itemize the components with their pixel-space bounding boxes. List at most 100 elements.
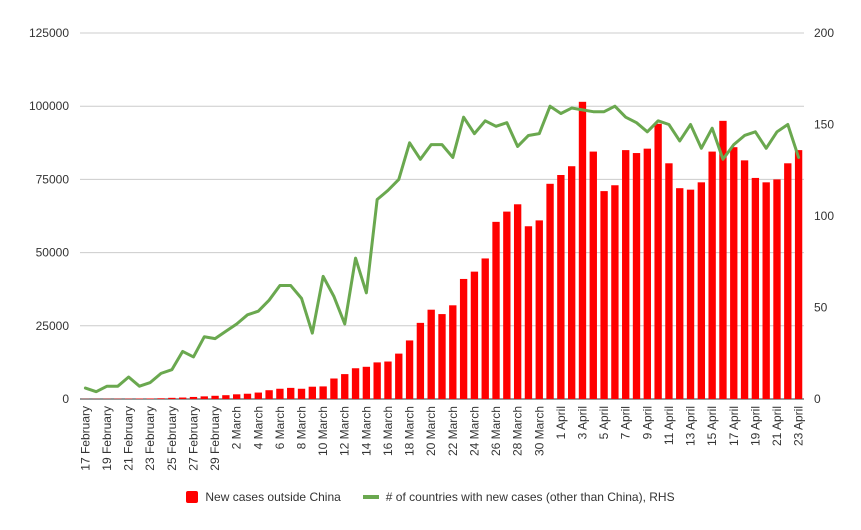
x-tick-label: 28 March bbox=[511, 406, 525, 456]
x-tick-label: 17 February bbox=[78, 406, 92, 471]
y-left-tick-label: 100000 bbox=[29, 99, 69, 113]
series-line bbox=[83, 104, 801, 394]
x-tick-label: 7 April bbox=[619, 406, 633, 439]
legend-swatch-line bbox=[362, 495, 379, 499]
x-tick-label: 21 April bbox=[770, 406, 784, 446]
bar bbox=[189, 396, 198, 399]
bar bbox=[276, 388, 284, 399]
bar bbox=[384, 361, 392, 399]
bar bbox=[470, 271, 479, 399]
x-tick-label: 20 March bbox=[424, 406, 438, 456]
bar bbox=[449, 305, 457, 399]
bar bbox=[416, 322, 425, 399]
x-tick-label: 10 March bbox=[316, 406, 330, 456]
bar bbox=[557, 175, 565, 399]
y-right-tick-label: 200 bbox=[814, 26, 834, 40]
x-tick-label: 30 March bbox=[532, 406, 546, 456]
bar bbox=[567, 166, 576, 399]
bar bbox=[773, 179, 781, 399]
bar bbox=[157, 398, 165, 399]
bar bbox=[287, 387, 295, 399]
x-tick-label: 18 March bbox=[403, 406, 417, 456]
x-tick-label: 4 March bbox=[251, 406, 265, 449]
bar bbox=[600, 191, 608, 399]
bar bbox=[168, 397, 176, 399]
bar bbox=[676, 188, 684, 399]
bar bbox=[319, 386, 327, 399]
x-tick-label: 15 April bbox=[705, 406, 719, 446]
bar bbox=[427, 309, 435, 399]
bar bbox=[622, 150, 630, 399]
line-series bbox=[83, 104, 801, 394]
bar-series bbox=[81, 101, 803, 400]
bar bbox=[405, 340, 414, 399]
bar bbox=[481, 258, 489, 399]
x-axis: 17 February 19 February 21 February 23 Febr… bbox=[78, 406, 805, 471]
x-tick-label: 5 April bbox=[597, 406, 611, 439]
legend-item-line: # of countries with new cases (other tha… bbox=[362, 490, 675, 504]
bar bbox=[578, 101, 587, 400]
x-tick-label: 25 February bbox=[165, 406, 179, 471]
legend-label-line: # of countries with new cases (other tha… bbox=[385, 490, 675, 504]
bar bbox=[686, 189, 695, 399]
right-axis: 0 50 100 150 200 bbox=[814, 26, 834, 406]
bar bbox=[351, 368, 360, 399]
x-tick-label: 13 April bbox=[684, 406, 698, 446]
x-tick-label: 23 February bbox=[143, 406, 157, 471]
bar bbox=[330, 378, 338, 399]
x-tick-label: 29 February bbox=[208, 406, 222, 471]
bar bbox=[697, 182, 706, 399]
bar bbox=[654, 123, 662, 399]
bar bbox=[297, 388, 306, 399]
bar bbox=[395, 353, 403, 399]
bar bbox=[784, 163, 792, 399]
y-right-tick-label: 100 bbox=[814, 209, 834, 223]
bar bbox=[459, 278, 468, 399]
x-tick-label: 6 March bbox=[273, 406, 287, 449]
y-left-tick-label: 25000 bbox=[36, 319, 70, 333]
x-tick-label: 14 March bbox=[359, 406, 373, 456]
x-tick-label: 26 March bbox=[489, 406, 503, 456]
x-tick-label: 3 April bbox=[575, 406, 589, 439]
x-tick-label: 27 February bbox=[186, 406, 200, 471]
bar bbox=[535, 220, 543, 399]
bar bbox=[740, 160, 749, 399]
bar bbox=[308, 386, 317, 399]
legend: New cases outside China # of countries w… bbox=[0, 487, 861, 507]
bar bbox=[373, 362, 381, 399]
bar bbox=[643, 148, 651, 399]
y-right-tick-label: 150 bbox=[814, 118, 834, 132]
x-tick-label: 22 March bbox=[446, 406, 460, 456]
left-axis: 0 25000 50000 75000 100000 125000 bbox=[29, 26, 69, 406]
y-left-tick-label: 125000 bbox=[29, 26, 69, 40]
x-tick-label: 17 April bbox=[727, 406, 741, 446]
y-left-tick-label: 75000 bbox=[36, 172, 70, 186]
bar bbox=[730, 147, 738, 399]
bar bbox=[438, 314, 446, 399]
y-right-tick-label: 50 bbox=[814, 301, 828, 315]
bar bbox=[632, 153, 641, 399]
legend-swatch-bars bbox=[186, 491, 199, 503]
bar bbox=[794, 150, 803, 399]
bar bbox=[211, 395, 219, 399]
bar bbox=[243, 393, 252, 399]
bar bbox=[492, 221, 500, 399]
bar bbox=[503, 211, 511, 399]
bar bbox=[762, 182, 770, 399]
y-left-tick-label: 0 bbox=[62, 392, 69, 406]
bar bbox=[665, 163, 673, 399]
x-tick-label: 2 March bbox=[230, 406, 244, 449]
bar bbox=[546, 183, 554, 399]
bar bbox=[708, 151, 716, 399]
bar bbox=[341, 374, 349, 399]
bar bbox=[611, 185, 619, 399]
x-tick-label: 1 April bbox=[554, 406, 568, 439]
bar bbox=[146, 398, 154, 399]
x-tick-label: 8 March bbox=[295, 406, 309, 449]
x-tick-label: 19 April bbox=[748, 406, 762, 446]
bar bbox=[751, 177, 760, 399]
bar bbox=[254, 392, 262, 399]
legend-label-bars: New cases outside China bbox=[205, 490, 341, 504]
bar bbox=[178, 397, 187, 399]
